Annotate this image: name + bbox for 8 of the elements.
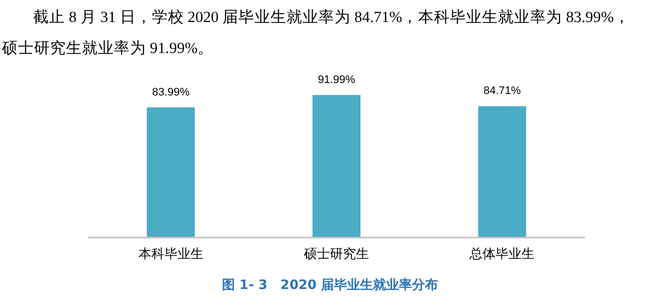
- data-label: 83.99%: [152, 86, 190, 98]
- text: 图 1- 3 2020 届毕业生就业率分布: [222, 277, 438, 293]
- x-tick-label: 硕士研究生: [303, 247, 369, 262]
- data-label: 91.99%: [318, 74, 356, 86]
- x-tick-label: 总体毕业生: [468, 247, 535, 262]
- text: 截止 8 月 31 日，学校 2020 届毕业生就业率为 84.71%，本科毕业生就业率为 83.99%，硕士研究生就业率为 91.99%。: [2, 8, 631, 59]
- x-tick-label: 本科毕业生: [138, 247, 204, 262]
- data-label: 84.71%: [484, 85, 522, 98]
